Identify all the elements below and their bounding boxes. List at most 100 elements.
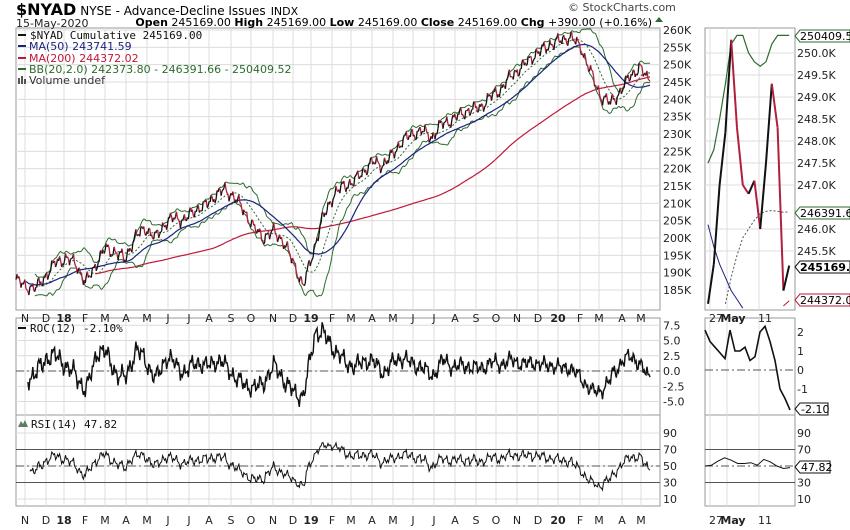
x-tick-label: M [636, 514, 646, 527]
price-segment [73, 261, 77, 266]
price-segment [320, 212, 323, 223]
price-segment [383, 157, 387, 162]
x-tick-label: J [186, 312, 190, 325]
price-segment [355, 173, 358, 176]
price-segment [121, 248, 124, 256]
price-segment [291, 257, 294, 260]
x-tick-label: A [618, 312, 626, 325]
rsi-line [29, 441, 651, 492]
legend-bb: BB(20,2.0) 242373.80 - 246391.66 - 25040… [29, 63, 292, 76]
price-segment [295, 273, 298, 279]
x-tick-label: S [228, 312, 235, 325]
price-segment [98, 251, 101, 262]
price-segment [239, 202, 242, 204]
price-segment [380, 166, 384, 170]
price-segment [470, 109, 473, 114]
price-segment [294, 263, 297, 274]
price-segment [224, 182, 227, 190]
price-segment [195, 207, 198, 212]
x-tick-label: D [42, 312, 50, 325]
price-segment [272, 222, 276, 229]
price-segment [526, 55, 529, 65]
x-tick-label: F [329, 514, 335, 527]
price-segment [443, 121, 446, 124]
price-segment [378, 162, 381, 166]
price-segment [460, 107, 463, 115]
price-segment [271, 229, 274, 232]
price-segment [51, 260, 54, 262]
price-segment [484, 102, 488, 107]
price-segment [335, 185, 338, 191]
price-segment [158, 234, 161, 239]
rsi-y-tick: 70 [663, 444, 677, 457]
zoom-price-segment [765, 83, 773, 164]
x-tick-label: J [431, 514, 435, 527]
price-segment [405, 131, 408, 139]
price-y-tick: 235K [663, 111, 692, 124]
x-tick-label: 19 [303, 312, 318, 325]
price-segment [47, 275, 50, 280]
price-y-tick: 205K [663, 215, 692, 228]
main-panel-frame-2 [15, 414, 661, 507]
price-segment [151, 234, 154, 240]
roc-y-tick: -5.0 [663, 396, 684, 409]
price-segment [180, 219, 183, 222]
zoom-y-tick: 247.5K [797, 157, 836, 170]
price-segment [446, 116, 449, 124]
price-segment [646, 70, 649, 79]
price-segment [34, 286, 37, 292]
price-segment [220, 190, 223, 196]
price-segment [577, 39, 580, 43]
price-segment [232, 191, 235, 199]
price-segment [629, 73, 632, 81]
price-segment [24, 279, 27, 289]
price-segment [638, 62, 641, 65]
x-tick-label: J [165, 312, 169, 325]
price-segment [600, 98, 602, 101]
x-tick-label: A [618, 514, 626, 527]
price-segment [647, 78, 650, 81]
zoom-x-tick: 11 [758, 514, 772, 527]
price-segment [351, 183, 354, 186]
x-tick-label: D [534, 514, 542, 527]
price-segment [304, 272, 307, 284]
price-segment [640, 64, 643, 68]
zoom-price-segment [730, 39, 738, 128]
price-segment [462, 114, 465, 118]
price-segment [310, 259, 313, 263]
price-segment [565, 38, 568, 45]
price-segment [68, 259, 72, 266]
price-segment [531, 61, 534, 65]
price-segment [273, 228, 277, 235]
price-segment [468, 108, 471, 116]
price-segment [609, 98, 613, 105]
price-y-tick: 255K [663, 41, 692, 54]
price-segment [58, 256, 62, 261]
price-segment [26, 289, 29, 292]
price-segment [197, 205, 200, 213]
zoom-y-tick: 249.5K [797, 69, 836, 82]
price-segment [528, 56, 531, 59]
price-segment [96, 262, 99, 269]
price-segment [108, 247, 111, 257]
price-y-tick: 250K [663, 59, 692, 72]
price-segment [64, 253, 68, 258]
price-segment [339, 185, 342, 194]
x-tick-label: M [346, 312, 356, 325]
price-segment [627, 74, 630, 82]
rsi-y-tick: 30 [663, 477, 677, 490]
zoom-y-tick: 245.5K [797, 245, 836, 258]
price-segment [361, 168, 364, 177]
date: 15-May-2020 [16, 17, 88, 30]
x-tick-label: D [289, 514, 297, 527]
price-segment [331, 199, 334, 208]
price-segment [115, 252, 118, 255]
x-tick-label: 19 [303, 514, 318, 527]
x-tick-label: O [492, 514, 501, 527]
x-tick-label: J [186, 514, 190, 527]
x-tick-label: J [410, 312, 414, 325]
price-segment [597, 85, 601, 95]
zoom-rsi-tick: 90 [797, 427, 811, 440]
zoom-y-tick: 249.0K [797, 91, 836, 104]
